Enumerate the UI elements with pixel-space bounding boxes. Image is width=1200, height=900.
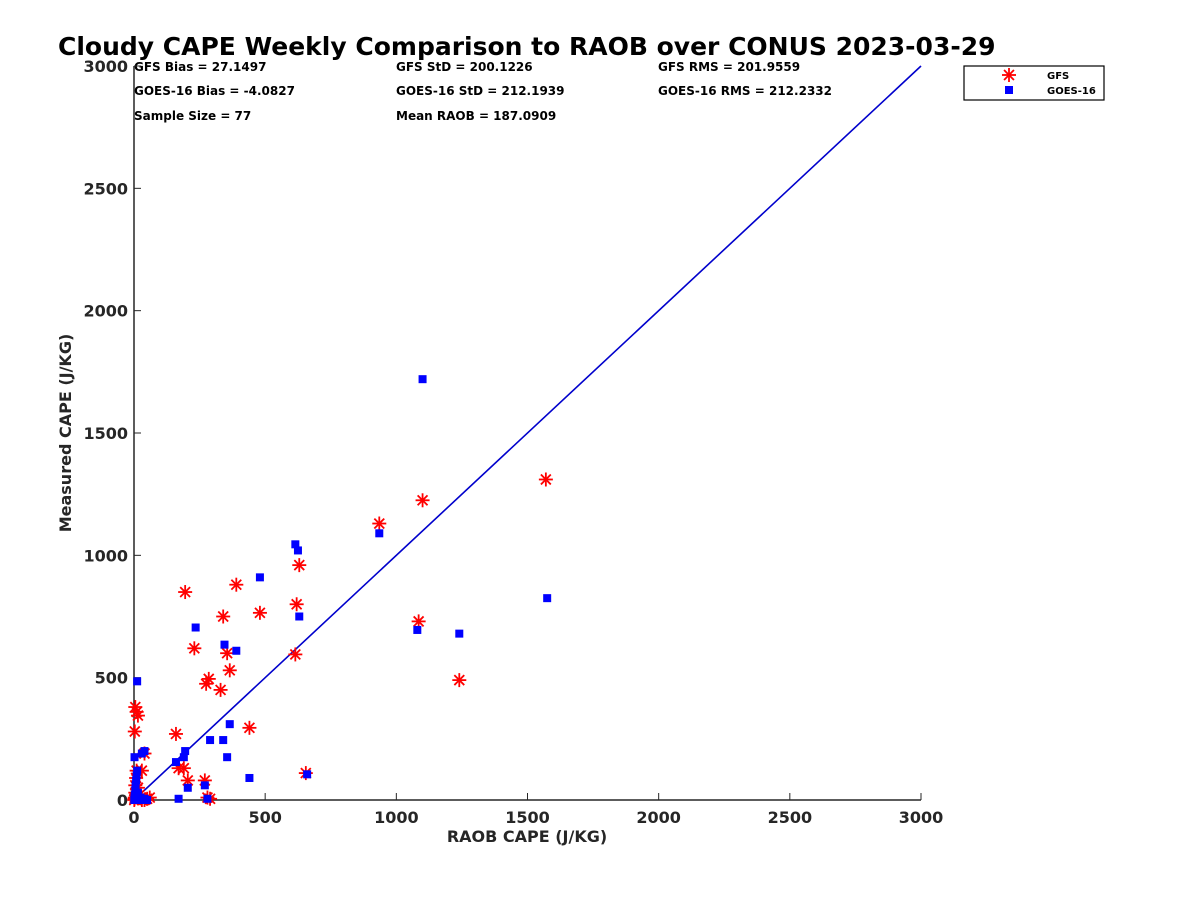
gfs-point bbox=[288, 647, 303, 662]
gfs-point bbox=[187, 641, 202, 656]
goes-point bbox=[225, 720, 234, 729]
gfs-point bbox=[222, 663, 237, 678]
gfs-point bbox=[220, 646, 235, 661]
x-tick-label: 3000 bbox=[899, 808, 944, 827]
goes-point bbox=[375, 529, 384, 538]
legend-gfs-symbol bbox=[1002, 68, 1016, 82]
x-tick-label: 1000 bbox=[374, 808, 419, 827]
goes-point bbox=[183, 783, 192, 792]
y-tick-label: 2000 bbox=[83, 302, 128, 321]
goes-point bbox=[143, 796, 152, 804]
stat-sample-size: Sample Size = 77 bbox=[134, 109, 251, 123]
x-tick-label: 2500 bbox=[768, 808, 813, 827]
goes-point bbox=[200, 781, 209, 790]
legend-box bbox=[963, 65, 1105, 101]
y-tick-label: 500 bbox=[95, 669, 128, 688]
legend-goes-symbol bbox=[1005, 86, 1013, 94]
goes-point bbox=[413, 625, 422, 634]
series-gfs bbox=[127, 472, 553, 807]
goes-point bbox=[132, 771, 141, 780]
goes-point bbox=[140, 747, 149, 756]
x-axis-label: RAOB CAPE (J/KG) bbox=[447, 827, 607, 846]
goes-point bbox=[130, 753, 139, 762]
y-tick-label: 2500 bbox=[83, 179, 128, 198]
gfs-point bbox=[201, 671, 216, 686]
gfs-point bbox=[176, 761, 191, 776]
legend: GFS GOES-16 bbox=[963, 65, 1105, 101]
goes-point bbox=[295, 612, 304, 621]
gfs-point bbox=[452, 673, 467, 688]
goes-point bbox=[191, 623, 200, 632]
goes-point bbox=[232, 646, 241, 655]
stat-mean-raob: Mean RAOB = 187.0909 bbox=[396, 109, 556, 123]
stat-goes-rms: GOES-16 RMS = 212.2332 bbox=[658, 84, 832, 98]
goes-point bbox=[455, 629, 464, 638]
y-axis-label: Measured CAPE (J/KG) bbox=[56, 334, 75, 533]
goes-point bbox=[220, 640, 229, 649]
goes-point bbox=[179, 753, 188, 762]
gfs-point bbox=[252, 605, 267, 620]
chart-title: Cloudy CAPE Weekly Comparison to RAOB ov… bbox=[58, 32, 996, 61]
gfs-point bbox=[178, 585, 193, 600]
goes-point bbox=[206, 736, 215, 745]
goes-point bbox=[219, 736, 228, 745]
stats-block: GFS Bias = 27.1497 GFS StD = 200.1226 GF… bbox=[134, 60, 832, 123]
y-tick-label: 3000 bbox=[83, 57, 128, 76]
x-tick-label: 1500 bbox=[505, 808, 550, 827]
gfs-point bbox=[292, 558, 307, 573]
goes-point bbox=[132, 776, 141, 785]
goes-point bbox=[131, 781, 140, 790]
stat-goes-bias: GOES-16 Bias = -4.0827 bbox=[134, 84, 295, 98]
legend-gfs-marker bbox=[1002, 68, 1016, 82]
legend-label-goes: GOES-16 bbox=[1047, 86, 1096, 97]
y-tick-label: 0 bbox=[117, 791, 128, 810]
gfs-point bbox=[415, 493, 430, 508]
x-tick-label: 2000 bbox=[636, 808, 681, 827]
goes-point bbox=[291, 540, 300, 549]
goes-point bbox=[174, 794, 183, 803]
stat-gfs-std: GFS StD = 200.1226 bbox=[396, 60, 533, 74]
gfs-point bbox=[372, 516, 387, 531]
y-tick-label: 1500 bbox=[83, 424, 128, 443]
goes-point bbox=[543, 594, 552, 603]
goes-point bbox=[293, 546, 302, 555]
goes-point bbox=[133, 788, 142, 797]
series-goes-16 bbox=[130, 375, 552, 804]
goes-point bbox=[418, 375, 427, 384]
stat-gfs-bias: GFS Bias = 27.1497 bbox=[134, 60, 266, 74]
stat-gfs-rms: GFS RMS = 201.9559 bbox=[658, 60, 800, 74]
x-tick-label: 500 bbox=[248, 808, 281, 827]
goes-point bbox=[181, 747, 190, 756]
gfs-point bbox=[216, 609, 231, 624]
goes-point bbox=[203, 794, 212, 803]
gfs-point bbox=[213, 682, 228, 697]
goes-point bbox=[133, 677, 142, 686]
stat-goes-std: GOES-16 StD = 212.1939 bbox=[396, 84, 565, 98]
goes-point bbox=[303, 770, 312, 779]
goes-point bbox=[245, 773, 254, 782]
one-to-one-line bbox=[133, 65, 922, 801]
y-tick-label: 1000 bbox=[83, 546, 128, 565]
gfs-point bbox=[242, 720, 257, 735]
goes-point bbox=[255, 573, 264, 582]
x-tick-label: 0 bbox=[128, 808, 139, 827]
gfs-point bbox=[538, 472, 553, 487]
goes-point bbox=[223, 753, 232, 762]
legend-goes-marker bbox=[1005, 86, 1013, 94]
goes-point bbox=[171, 758, 180, 767]
data-points bbox=[127, 375, 553, 807]
gfs-point bbox=[168, 726, 183, 741]
goes-point bbox=[133, 766, 142, 775]
gfs-point bbox=[289, 597, 304, 612]
gfs-point bbox=[127, 724, 142, 739]
axes: 0 500 1000 1500 2000 2500 3000 0 500 1000 1500 2000… bbox=[83, 57, 943, 827]
gfs-point bbox=[229, 577, 244, 592]
gfs-point bbox=[130, 708, 145, 723]
reference-line-group bbox=[133, 65, 922, 801]
legend-label-gfs: GFS bbox=[1047, 71, 1069, 82]
